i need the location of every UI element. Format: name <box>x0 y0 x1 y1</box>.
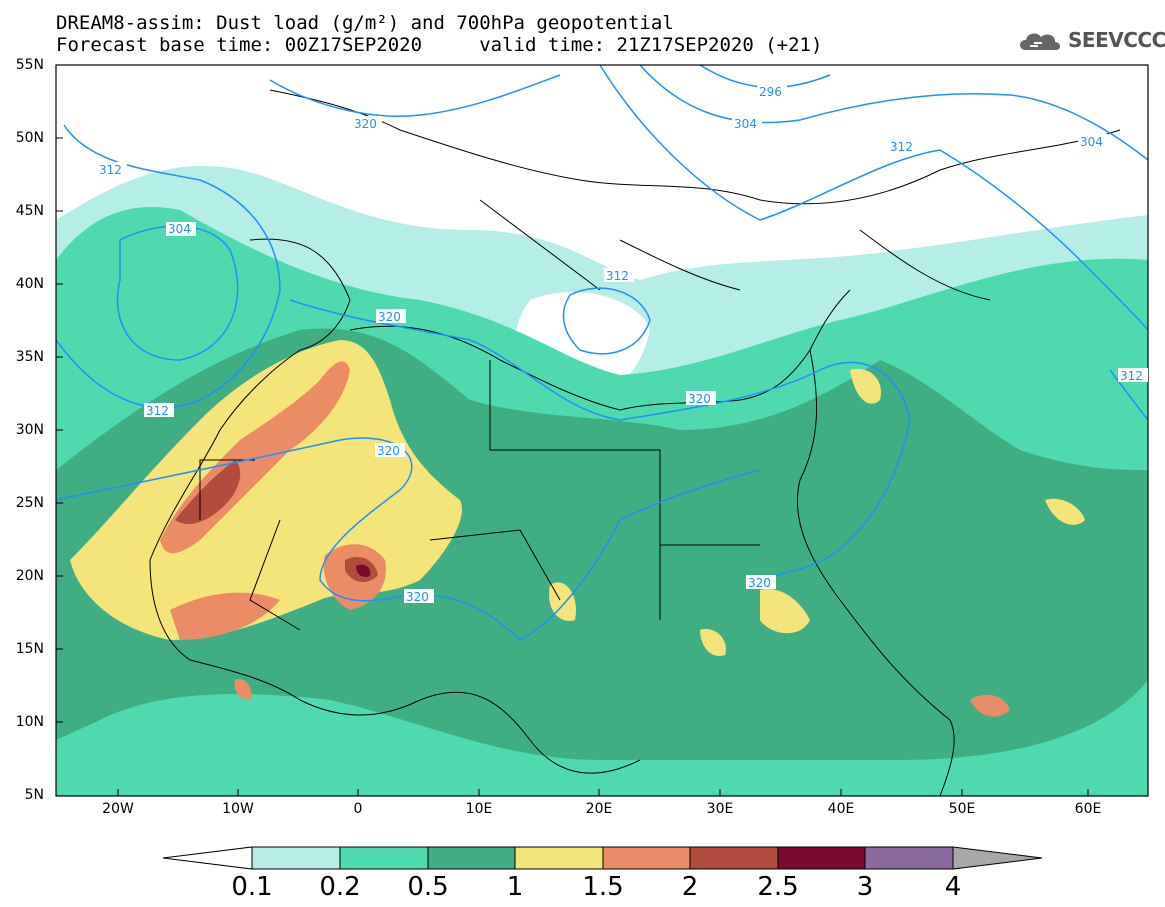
seevccc-logo-text: SEEVCCC <box>1068 28 1165 52</box>
lon-label: 10W <box>222 801 254 817</box>
colorbar-tick-label: 0.2 <box>319 872 361 902</box>
contour-label: 312 <box>146 404 169 418</box>
lat-label: 45N <box>15 203 44 219</box>
contour-label: 304 <box>168 222 191 236</box>
country-borders <box>149 89 1121 796</box>
lat-label: 30N <box>15 422 44 438</box>
contour-label: 304 <box>734 117 757 131</box>
lat-label: 10N <box>15 714 44 730</box>
lon-label: 20E <box>585 801 613 817</box>
lon-label: 10E <box>465 801 493 817</box>
lon-label: 50E <box>948 801 976 817</box>
lon-label: 20W <box>102 801 134 817</box>
lat-label: 20N <box>15 568 44 584</box>
lon-label: 40E <box>827 801 855 817</box>
lat-label: 55N <box>15 57 44 73</box>
contour-label: 320 <box>406 590 429 604</box>
dust-fields <box>56 165 1148 796</box>
contour-label: 312 <box>99 163 122 177</box>
colorbar-tick-label: 0.1 <box>231 872 273 902</box>
contour-label: 312 <box>1120 369 1143 383</box>
contour-label: 320 <box>688 392 711 406</box>
colorbar-tick-label: 1 <box>506 872 524 902</box>
colorbar-tick-label: 2 <box>681 872 699 902</box>
lon-label: 30E <box>706 801 734 817</box>
geopotential-contours <box>56 65 1148 641</box>
colorbar <box>162 846 1043 870</box>
axis-ticks <box>56 64 1089 796</box>
contour-labels: 296 304 304 304 312 312 312 312 312 320 … <box>97 84 1148 604</box>
contour-label: 320 <box>378 310 401 324</box>
colorbar-tick-label: 0.5 <box>407 872 449 902</box>
cloud-icon <box>1020 33 1061 50</box>
contour-label: 304 <box>1080 135 1103 149</box>
colorbar-tick-label: 4 <box>944 872 962 902</box>
forecast-time-subtitle: Forecast base time: 00Z17SEP2020 valid t… <box>56 34 823 56</box>
contour-label: 312 <box>890 140 913 154</box>
lat-label: 25N <box>15 495 44 511</box>
colorbar-tick-label: 2.5 <box>757 872 799 902</box>
lon-label: 60E <box>1074 801 1102 817</box>
colorbar-tick-label: 3 <box>856 872 874 902</box>
lon-label: 0 <box>353 801 363 817</box>
map-title: DREAM8-assim: Dust load (g/m²) and 700hP… <box>56 12 674 34</box>
lat-label: 5N <box>24 787 44 803</box>
contour-label: 296 <box>759 85 782 99</box>
contour-label: 320 <box>748 576 771 590</box>
contour-label: 320 <box>377 444 400 458</box>
colorbar-tick-label: 1.5 <box>582 872 624 902</box>
lat-label: 35N <box>15 349 44 365</box>
lat-label: 15N <box>15 641 44 657</box>
contour-label: 320 <box>354 117 377 131</box>
contour-label: 312 <box>606 269 629 283</box>
lat-label: 40N <box>15 276 44 292</box>
lat-label: 50N <box>15 130 44 146</box>
